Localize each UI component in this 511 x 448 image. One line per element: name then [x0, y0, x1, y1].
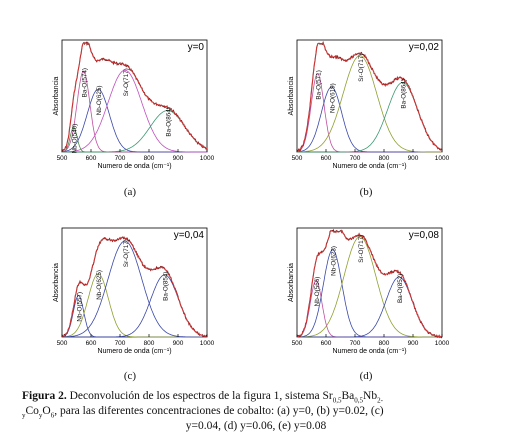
- panel-a-ylabel: Absorbancia: [53, 76, 60, 115]
- panel-c-xlabel: Numero de onda (cm⁻¹): [97, 348, 171, 355]
- panel-d-xlabel: Numero de onda (cm⁻¹): [332, 348, 406, 355]
- panel-b-tick-label-0: 500: [292, 155, 303, 162]
- panel-d-tick-label-2: 700: [350, 340, 361, 347]
- panel-d-band-label-3: Ba-O(852): [397, 274, 404, 303]
- panel-b-band-label-2: Sr-O(717): [358, 54, 365, 82]
- panel-c-band-label-3: Ba-O(854): [163, 271, 170, 300]
- panel-c-frame: [61, 227, 208, 338]
- panel-d-tick-label-4: 900: [408, 340, 419, 347]
- panel-b-tick-label-3: 800: [379, 155, 390, 162]
- panel-label-a: (a): [123, 186, 137, 198]
- panel-c-band-1: [62, 273, 207, 338]
- panel-b-ylabel: Absorbancia: [288, 76, 295, 115]
- panel-c-tick-label-4: 900: [173, 340, 184, 347]
- panel-c-band-label-1: Nb-O(625): [96, 270, 103, 300]
- panel-c-ylabel: Absorbancia: [53, 263, 60, 302]
- panel-a-band-3: [62, 69, 207, 153]
- figure-caption: Figura 2. Deconvolución de los espectros…: [22, 389, 490, 434]
- panel-b-tick-label-5: 1000: [435, 155, 450, 162]
- caption-sub-o: 6: [50, 411, 55, 420]
- panel-d-ylabel: Absorbancia: [288, 263, 295, 302]
- panel-d-band-label-2: Sr-O(717): [358, 235, 365, 263]
- caption-text-a: Deconvolución de los espectros de la fig…: [66, 390, 333, 402]
- panel-a-xlabel: Numero de onda (cm⁻¹): [97, 163, 171, 170]
- panel-c-tick-label-2: 700: [115, 340, 126, 347]
- panel-b-tick-label-4: 900: [408, 155, 419, 162]
- panel-d-tick-label-5: 1000: [435, 340, 450, 347]
- panel-label-c: (c): [123, 370, 137, 382]
- panel-c-fit-line: [61, 237, 208, 337]
- panel-a-title: y=0: [188, 42, 205, 53]
- caption-sub-sr: 0,5: [332, 396, 342, 405]
- panel-d-tick-label-3: 800: [379, 340, 390, 347]
- panel-b-xlabel: Numero de onda (cm⁻¹): [332, 163, 406, 170]
- panel-c-tick-label-1: 600: [86, 340, 97, 347]
- panel-a-band-label-1: Ba-O(574): [81, 68, 88, 97]
- panel-b-tick-label-2: 700: [350, 155, 361, 162]
- panel-b-band-label-3: Ba-O(864): [401, 79, 408, 108]
- panel-b-fit-line: [296, 43, 443, 152]
- panel-a-band-4: [62, 110, 208, 153]
- panel-c-tick-label-5: 1000: [200, 340, 215, 347]
- panel-a-band-label-3: Sr-O(717): [123, 68, 130, 96]
- caption-sub-y: y: [22, 411, 26, 420]
- caption-text-b: Ba: [341, 390, 355, 402]
- caption-text-f: , para las diferentes concentraciones de…: [54, 405, 384, 417]
- panel-d-tick-label-0: 500: [292, 340, 303, 347]
- panel-d-fit-line: [296, 230, 442, 338]
- panel-a-tick-label-1: 600: [86, 155, 97, 162]
- caption-text-c: Nb: [363, 390, 378, 402]
- panel-c-band-label-0: Nb-O(557): [77, 292, 84, 322]
- panel-a-tick-label-5: 1000: [200, 155, 215, 162]
- panel-c-band-label-2: Sr-O(717): [123, 239, 130, 267]
- panel-c-title: y=0,04: [174, 230, 205, 241]
- panel-label-b: (b): [359, 186, 373, 198]
- caption-line-3: y=0.04, (d) y=0.06, (e) y=0.08: [185, 420, 327, 432]
- panel-label-d: (d): [359, 370, 373, 382]
- caption-sub-co: y: [38, 411, 43, 420]
- panel-d-title: y=0,08: [409, 230, 440, 241]
- panel-a-tick-label-2: 700: [115, 155, 126, 162]
- panel-a-tick-label-4: 900: [173, 155, 184, 162]
- panel-a-tick-label-0: 500: [57, 155, 68, 162]
- panel-a-band-label-0: Nb-O(540): [72, 124, 79, 154]
- panel-a-band-label-2: Nb-O(625): [96, 86, 103, 116]
- panel-a-band-2: [62, 88, 207, 153]
- caption-sub-ba: 0,5: [354, 396, 364, 405]
- panel-c-experimental-line: [61, 236, 208, 338]
- panel-c-tick-label-0: 500: [57, 340, 68, 347]
- panel-b-tick-label-1: 600: [321, 155, 332, 162]
- panel-d-band-2: [297, 236, 442, 338]
- panel-b-band-label-0: Ba-O(571): [316, 70, 323, 99]
- caption-figure-label: Figura 2.: [22, 390, 67, 402]
- panel-c-band-2: [62, 240, 207, 338]
- panel-d-band-label-0: Nb-O(566): [314, 277, 321, 307]
- panel-a-tick-label-3: 800: [144, 155, 155, 162]
- panel-c-tick-label-3: 800: [144, 340, 155, 347]
- panel-a-fit-line: [61, 43, 208, 152]
- panel-b-band-2: [297, 55, 442, 153]
- caption-text-e: O: [42, 405, 51, 417]
- panel-d-band-label-1: Nb-O(623): [331, 246, 338, 276]
- panel-a-band-label-4: Ba-O(864): [166, 107, 173, 136]
- caption-sub-nb: 2-: [377, 396, 383, 405]
- panel-d-tick-label-1: 600: [321, 340, 332, 347]
- caption-text-d: Co: [25, 405, 39, 417]
- panel-b-title: y=0,02: [409, 42, 440, 53]
- panel-b-band-label-1: Nb-O(619): [330, 83, 337, 113]
